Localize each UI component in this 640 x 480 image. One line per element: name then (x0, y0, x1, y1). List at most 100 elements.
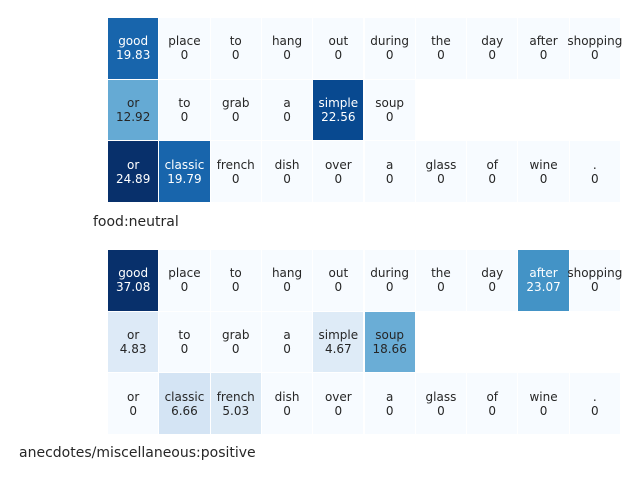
heatmap-value-label: 0 (231, 48, 240, 63)
heatmap-cell: of 0 (467, 141, 519, 204)
heatmap-cell: good 19.83 (108, 18, 160, 80)
heatmap-cell: after 23.07 (518, 250, 570, 312)
heatmap-value-label: 0 (231, 110, 240, 125)
heatmap-token-label: the (431, 266, 451, 281)
heatmap-token-label: after (529, 34, 558, 49)
heatmap-token-label: out (328, 266, 349, 281)
heatmap-token-label: shopping (567, 266, 623, 281)
heatmap-token-label: or (127, 328, 140, 343)
heatmap-value-label: 19.83 (115, 48, 151, 63)
heatmap-cell: during 0 (364, 18, 416, 80)
heatmap-value-label: 0 (539, 48, 548, 63)
heatmap-value-label: 5.03 (222, 403, 250, 418)
heatmap-cell: glass 0 (415, 373, 468, 436)
heatmap-cell: shopping 0 (567, 250, 623, 312)
heatmap-value-label: 0 (437, 171, 445, 186)
heatmap-value-label: 0 (437, 403, 445, 418)
heatmap-token-label: soup (375, 328, 405, 343)
heatmap-cell: shopping 0 (567, 18, 622, 80)
heatmap-cell: hang 0 (261, 250, 314, 312)
heatmap-value-label: 19.79 (167, 171, 202, 186)
heatmap-value-label: 24.89 (115, 171, 151, 186)
heatmap-cell: glass 0 (415, 141, 468, 204)
heatmap-token-label: simple (318, 328, 359, 343)
heatmap-cell: soup 18.66 (364, 311, 416, 374)
heatmap-value-label: 0 (591, 280, 599, 295)
heatmap-cell: soup 0 (364, 79, 416, 142)
heatmap-value-label: 0 (437, 48, 445, 63)
heatmap-token-label: dish (274, 389, 300, 404)
heatmap-cell: classic 19.79 (159, 141, 211, 204)
heatmap-token-label: day (481, 266, 504, 281)
heatmap-cell: or 0 (108, 373, 160, 436)
heatmap-cell: the 0 (415, 18, 468, 80)
heatmap-token-label: to (178, 328, 191, 343)
heatmap-cell: out 0 (313, 250, 365, 312)
heatmap-token-label: a (385, 389, 394, 404)
heatmap-value-label: 0 (283, 342, 291, 357)
heatmap-value-label: 0 (180, 48, 189, 63)
heatmap-cell: dish 0 (261, 373, 314, 436)
heatmap-value-label: 0 (437, 280, 445, 295)
heatmap-value-label: 0 (283, 110, 291, 125)
heatmap-cell: day 0 (467, 18, 519, 80)
heatmap-value-label: 0 (180, 342, 189, 357)
heatmap-cell: over 0 (313, 141, 365, 204)
heatmap-cell: simple 4.67 (313, 311, 365, 374)
heatmap-value-label: 0 (385, 48, 394, 63)
heatmap-value-label: 0 (385, 171, 394, 186)
heatmap-value-label: 22.56 (321, 110, 356, 125)
heatmap-cell: or 4.83 (108, 311, 160, 374)
heatmap-value-label: 0 (539, 403, 548, 418)
heatmap-cell: hang 0 (261, 18, 314, 80)
heatmap-cell: french 0 (210, 141, 262, 204)
heatmap-token-label: a (283, 328, 291, 343)
heatmap-token-label: french (216, 157, 255, 172)
heatmap-value-label: 0 (488, 171, 497, 186)
heatmap-token-label: good (118, 266, 149, 281)
heatmap-cell: classic 6.66 (159, 373, 211, 436)
heatmap-value-label: 37.08 (115, 280, 151, 295)
heatmap-cell: day 0 (467, 250, 519, 312)
heatmap-cell: .0 (569, 373, 621, 436)
heatmap-token-label: or (127, 157, 140, 172)
heatmap-token-label: a (283, 96, 291, 111)
heatmap-value-label: 0 (334, 403, 343, 418)
heatmap-token-label: classic (164, 389, 205, 404)
heatmap-value-label: 0 (334, 48, 343, 63)
heatmap-value-label: 0 (591, 403, 599, 418)
heatmap-token-label: hang (271, 266, 303, 281)
heatmap-token-label: over (324, 389, 352, 404)
heatmap-token-label: wine (529, 157, 558, 172)
heatmap-token-label: grab (221, 328, 250, 343)
heatmap-token-label: grab (221, 96, 250, 111)
heatmap-token-label: during (370, 34, 409, 49)
heatmap-token-label: the (431, 34, 451, 49)
heatmap-token-label: to (229, 266, 242, 281)
heatmap-token-label: hang (271, 34, 303, 49)
heatmap-cell: after 0 (518, 18, 570, 80)
heatmap-value-label: 0 (591, 48, 599, 63)
heatmap-value-label: 0 (488, 48, 497, 63)
heatmap-cell: .0 (569, 141, 621, 204)
heatmap-value-label: 0 (385, 110, 394, 125)
heatmap-token-label: over (324, 157, 352, 172)
heatmap-cell: to 0 (210, 250, 262, 312)
heatmap-value-label: 0 (129, 403, 137, 418)
heatmap-value-label: 0 (539, 171, 548, 186)
heatmap-cell: to 0 (210, 18, 262, 80)
heatmap-value-label: 6.66 (171, 403, 198, 418)
heatmap-cell: of 0 (467, 373, 519, 436)
heatmap-value-label: 0 (231, 280, 240, 295)
heatmap-token-label: wine (529, 389, 558, 404)
heatmap-value-label: 0 (180, 110, 189, 125)
heatmap-cell: during 0 (364, 250, 416, 312)
heatmap-cell: grab 0 (210, 79, 262, 142)
heatmap-value-label: 0 (334, 280, 343, 295)
heatmap-token-label: or (127, 96, 140, 111)
heatmap-token-label: glass (425, 157, 457, 172)
heatmap-token-label: classic (164, 157, 205, 172)
